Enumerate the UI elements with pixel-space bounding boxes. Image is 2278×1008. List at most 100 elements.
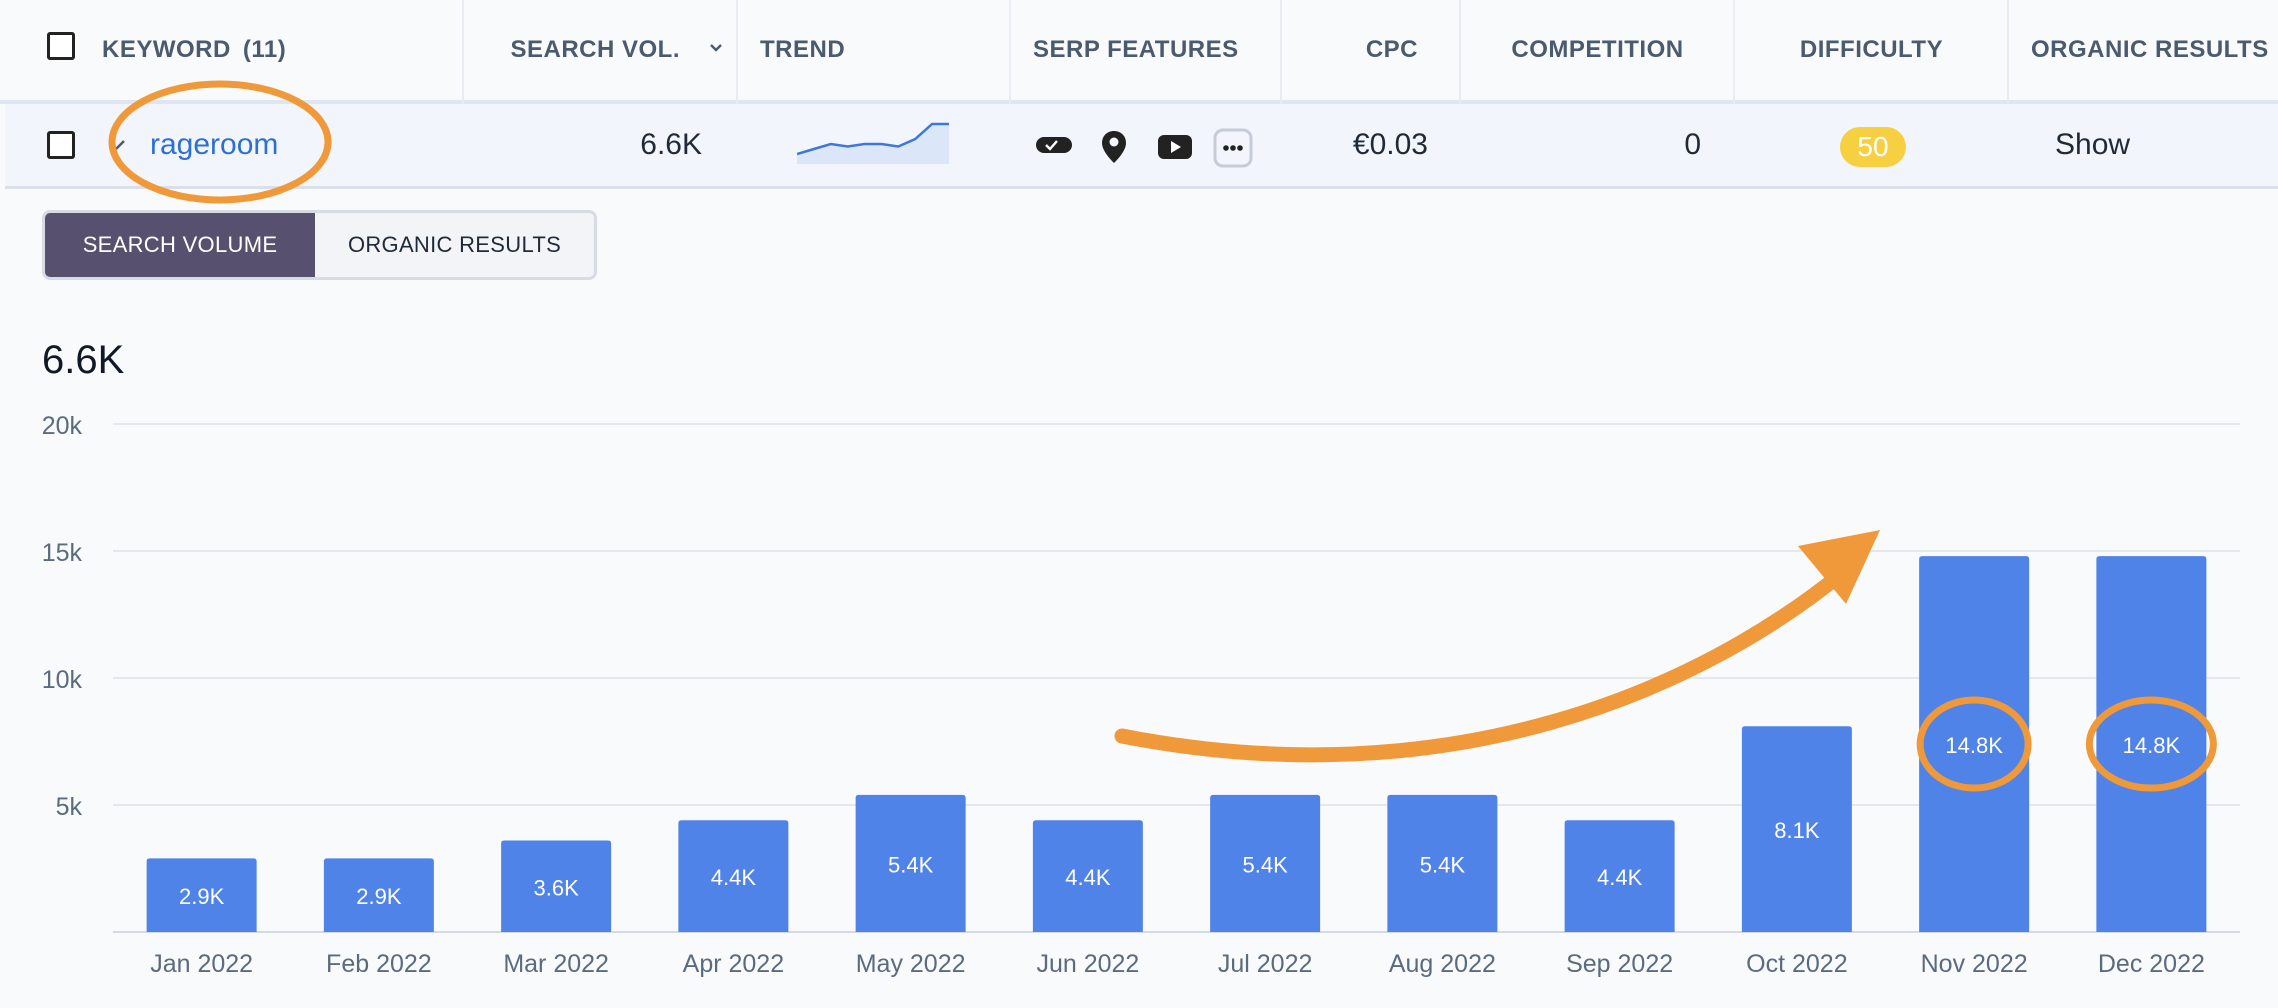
table-header: KEYWORD (11) SEARCH VOL. TREND SERP FEAT… — [0, 0, 2278, 104]
bar-value-label: 8.1K — [1774, 818, 1820, 843]
bar[interactable] — [1210, 794, 1321, 932]
competition-cell: 0 — [1461, 104, 1701, 186]
x-tick-label: Dec 2022 — [2098, 950, 2205, 978]
bar-value-label: 14.8K — [1945, 733, 2003, 758]
x-tick-label: Mar 2022 — [503, 950, 609, 978]
difficulty-value: 50 — [1857, 131, 1889, 162]
y-tick-label: 10k — [42, 666, 83, 694]
x-tick-label: Sep 2022 — [1566, 950, 1673, 978]
search-volume-bar-chart: 5k 10k 15k 20k 2.9K Jan 2022 2.9K Feb 2022 3.6K M… — [42, 412, 2240, 978]
bar[interactable] — [855, 794, 966, 932]
bar[interactable] — [2096, 556, 2207, 932]
header-competition[interactable]: COMPETITION — [1460, 0, 1735, 100]
difficulty-badge: 50 — [1840, 127, 1906, 167]
keyword-count: (11) — [242, 36, 287, 63]
x-tick-label: Feb 2022 — [326, 950, 432, 978]
header-difficulty-label: DIFFICULTY — [1799, 36, 1944, 63]
highlight-circle — [2085, 696, 2217, 792]
map-pin-icon[interactable] — [1101, 130, 1127, 164]
header-keyword[interactable]: KEYWORD (11) — [102, 0, 286, 100]
x-tick-label: May 2022 — [856, 950, 966, 978]
bar[interactable] — [1919, 556, 2030, 932]
highlight-circle — [1916, 696, 2032, 792]
bar[interactable] — [323, 858, 434, 932]
bar[interactable] — [1564, 820, 1675, 932]
row-checkbox[interactable] — [47, 131, 75, 159]
bar-value-label: 2.9K — [179, 884, 225, 909]
header-cpc[interactable]: CPC — [1280, 0, 1418, 100]
column-divider — [1009, 0, 1011, 186]
competition-value: 0 — [1684, 128, 1701, 161]
bar-value-label: 4.4K — [711, 865, 757, 890]
x-tick-label: Oct 2022 — [1746, 950, 1847, 978]
bar[interactable] — [1387, 794, 1498, 932]
column-divider — [462, 0, 464, 186]
table-row[interactable] — [5, 104, 2278, 189]
column-divider — [1459, 0, 1461, 186]
header-cpc-label: CPC — [1365, 36, 1418, 63]
search-vol-cell: 6.6K — [462, 104, 702, 186]
sort-chevron-down-icon[interactable] — [708, 40, 724, 56]
header-keyword-label: KEYWORD — [102, 36, 231, 63]
header-competition-label: COMPETITION — [1511, 36, 1684, 63]
cpc-cell: €0.03 — [1282, 104, 1428, 186]
header-organic-results: ORGANIC RESULTS — [2031, 0, 2269, 100]
header-trend-label: TREND — [760, 36, 846, 63]
keyword-link[interactable]: rageroom — [150, 128, 279, 161]
keyword-highlight-circle — [108, 80, 332, 204]
header-serp-features-label: SERP FEATURES — [1033, 36, 1239, 63]
chart-tabs: SEARCH VOLUME ORGANIC RESULTS — [42, 210, 597, 280]
bar[interactable] — [146, 858, 257, 932]
trend-line — [797, 122, 949, 156]
bar-value-label: 5.4K — [888, 852, 934, 877]
total-search-volume: 6.6K — [42, 338, 125, 382]
tab-organic-results-label: ORGANIC RESULTS — [347, 232, 562, 257]
tab-search-volume-label: SEARCH VOLUME — [82, 232, 278, 257]
keyword-cell: rageroom — [150, 104, 278, 186]
bar-value-label: 3.6K — [533, 875, 579, 900]
column-divider — [736, 0, 738, 186]
bar[interactable] — [1032, 820, 1143, 932]
bar[interactable] — [501, 840, 612, 932]
header-search-vol[interactable]: SEARCH VOL. — [460, 0, 730, 100]
show-organic-results-link[interactable]: Show — [2055, 128, 2131, 161]
header-difficulty[interactable]: DIFFICULTY — [1735, 0, 2008, 100]
organic-results-cell: Show — [2055, 104, 2130, 186]
bar-value-label: 5.4K — [1420, 852, 1466, 877]
trend-arrow-head — [1798, 530, 1880, 604]
x-tick-label: Nov 2022 — [1921, 950, 2028, 978]
tab-organic-results[interactable]: ORGANIC RESULTS — [315, 213, 594, 277]
review-stars-icon[interactable] — [1035, 136, 1073, 154]
bar-value-label: 4.4K — [1597, 865, 1643, 890]
bar[interactable] — [1741, 726, 1852, 932]
header-trend: TREND — [760, 0, 845, 100]
x-tick-label: Jun 2022 — [1036, 950, 1139, 978]
y-tick-label: 15k — [42, 539, 83, 567]
more-features-icon[interactable] — [1213, 128, 1253, 168]
x-tick-label: Jan 2022 — [150, 950, 253, 978]
column-divider — [1280, 0, 1282, 186]
header-serp-features: SERP FEATURES — [1033, 0, 1239, 100]
bar-value-label: 14.8K — [2123, 733, 2181, 758]
x-tick-label: Jul 2022 — [1218, 950, 1313, 978]
bar-value-label: 2.9K — [356, 884, 402, 909]
bar-value-label: 5.4K — [1242, 852, 1288, 877]
bar[interactable] — [678, 820, 789, 932]
video-play-icon[interactable] — [1157, 134, 1193, 160]
column-divider — [1733, 0, 1735, 186]
header-organic-results-label: ORGANIC RESULTS — [2031, 36, 2269, 63]
search-vol-value: 6.6K — [640, 128, 702, 161]
tab-search-volume[interactable]: SEARCH VOLUME — [45, 213, 315, 277]
cpc-value: €0.03 — [1352, 128, 1428, 161]
x-tick-label: Apr 2022 — [683, 950, 784, 978]
trend-arrow-shaft — [1114, 562, 1854, 763]
bar-value-label: 4.4K — [1065, 865, 1111, 890]
y-tick-label: 5k — [56, 793, 83, 821]
header-search-vol-label: SEARCH VOL. — [510, 36, 680, 63]
select-all-checkbox[interactable] — [47, 32, 75, 60]
y-tick-label: 20k — [42, 412, 83, 440]
x-tick-label: Aug 2022 — [1389, 950, 1496, 978]
column-divider — [2007, 0, 2009, 186]
trend-sparkline — [797, 122, 949, 164]
